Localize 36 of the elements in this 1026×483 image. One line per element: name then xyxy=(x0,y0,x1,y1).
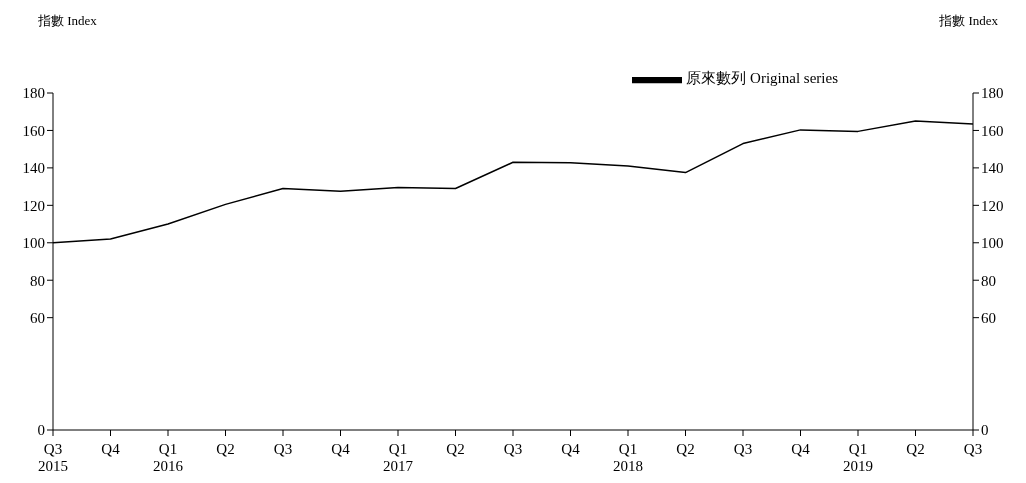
y2-axis-title: 指數 Index xyxy=(939,12,998,30)
x-tick-label: Q4 xyxy=(561,441,581,457)
x-tick-label: Q2 xyxy=(216,441,235,457)
y-tick-label: 180 xyxy=(22,85,45,102)
y-tick-label: 60 xyxy=(30,309,45,326)
y-tick-label: 120 xyxy=(22,197,45,214)
x-tick-label: Q3 xyxy=(503,441,523,457)
legend-label: 原來數列 Original series xyxy=(686,70,838,87)
x-tick-label: Q4 xyxy=(791,441,811,457)
x-tick-label: Q3 xyxy=(733,441,753,457)
y2-tick-label: 120 xyxy=(981,197,1004,214)
y2-tick-label: 80 xyxy=(981,272,996,289)
x-tick-label: Q1 2017 xyxy=(383,441,414,474)
x-tick-label: Q4 xyxy=(331,441,351,457)
y2-tick-label: 160 xyxy=(981,122,1004,139)
y-tick-label: 140 xyxy=(22,160,45,177)
x-tick-label: Q1 2018 xyxy=(613,441,643,474)
x-tick-label: Q3 xyxy=(273,441,293,457)
y2-tick-label: 100 xyxy=(981,235,1004,252)
x-tick-label: Q3 xyxy=(963,441,983,457)
y2-tick-label: 0 xyxy=(981,422,989,439)
y2-tick-label: 60 xyxy=(981,309,996,326)
y-tick-label: 0 xyxy=(37,422,45,439)
y-tick-label: 160 xyxy=(22,122,45,139)
y2-tick-label: 180 xyxy=(981,85,1004,102)
x-tick-label: Q1 2016 xyxy=(153,441,184,474)
y2-tick-label: 140 xyxy=(981,160,1004,177)
y-axis-title: 指數 Index xyxy=(38,12,97,30)
x-tick-label: Q2 xyxy=(446,441,465,457)
x-tick-label: Q2 xyxy=(906,441,925,457)
x-tick-label: Q4 xyxy=(101,441,121,457)
x-tick-label: Q1 2019 xyxy=(843,441,873,474)
y-tick-label: 100 xyxy=(22,235,45,252)
x-tick-label: Q3 2015 xyxy=(38,441,68,474)
y-tick-label: 80 xyxy=(30,272,45,289)
x-tick-label: Q2 xyxy=(676,441,695,457)
